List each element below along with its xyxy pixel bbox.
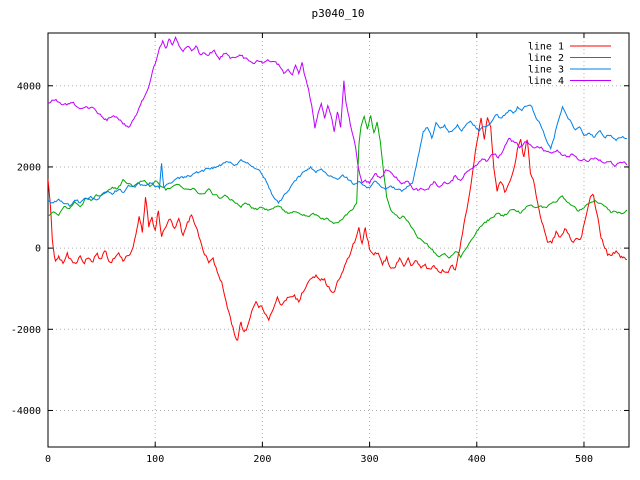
y-tick-label: 4000 bbox=[17, 81, 41, 92]
series-line-1 bbox=[48, 117, 627, 341]
series-lines bbox=[48, 35, 628, 341]
legend-label-line-4: line 4 bbox=[528, 76, 564, 87]
x-tick-label: 400 bbox=[468, 454, 486, 465]
y-tick-label: 0 bbox=[35, 244, 41, 255]
series-line-2 bbox=[48, 114, 628, 259]
legend-label-line-2: line 2 bbox=[528, 53, 564, 64]
y-tick-label: 2000 bbox=[17, 162, 41, 173]
x-tick-label: 0 bbox=[45, 454, 51, 465]
x-tick-label: 500 bbox=[575, 454, 593, 465]
x-tick-label: 300 bbox=[361, 454, 379, 465]
chart-title: p3040_10 bbox=[312, 7, 365, 20]
series-line-3 bbox=[48, 104, 627, 207]
plot-border bbox=[47, 32, 630, 448]
axes: 0 100 200 300 400 500 -4000 -2000 0 2000 4000 bbox=[11, 32, 630, 465]
x-tick-label: 100 bbox=[146, 454, 164, 465]
y-tick-label: -4000 bbox=[11, 406, 41, 417]
legend-label-line-3: line 3 bbox=[528, 65, 564, 76]
series-line-4 bbox=[48, 35, 628, 192]
legend-label-line-1: line 1 bbox=[528, 42, 564, 53]
y-tick-label: -2000 bbox=[11, 325, 41, 336]
grid-lines bbox=[47, 33, 629, 447]
x-tick-label: 200 bbox=[253, 454, 271, 465]
